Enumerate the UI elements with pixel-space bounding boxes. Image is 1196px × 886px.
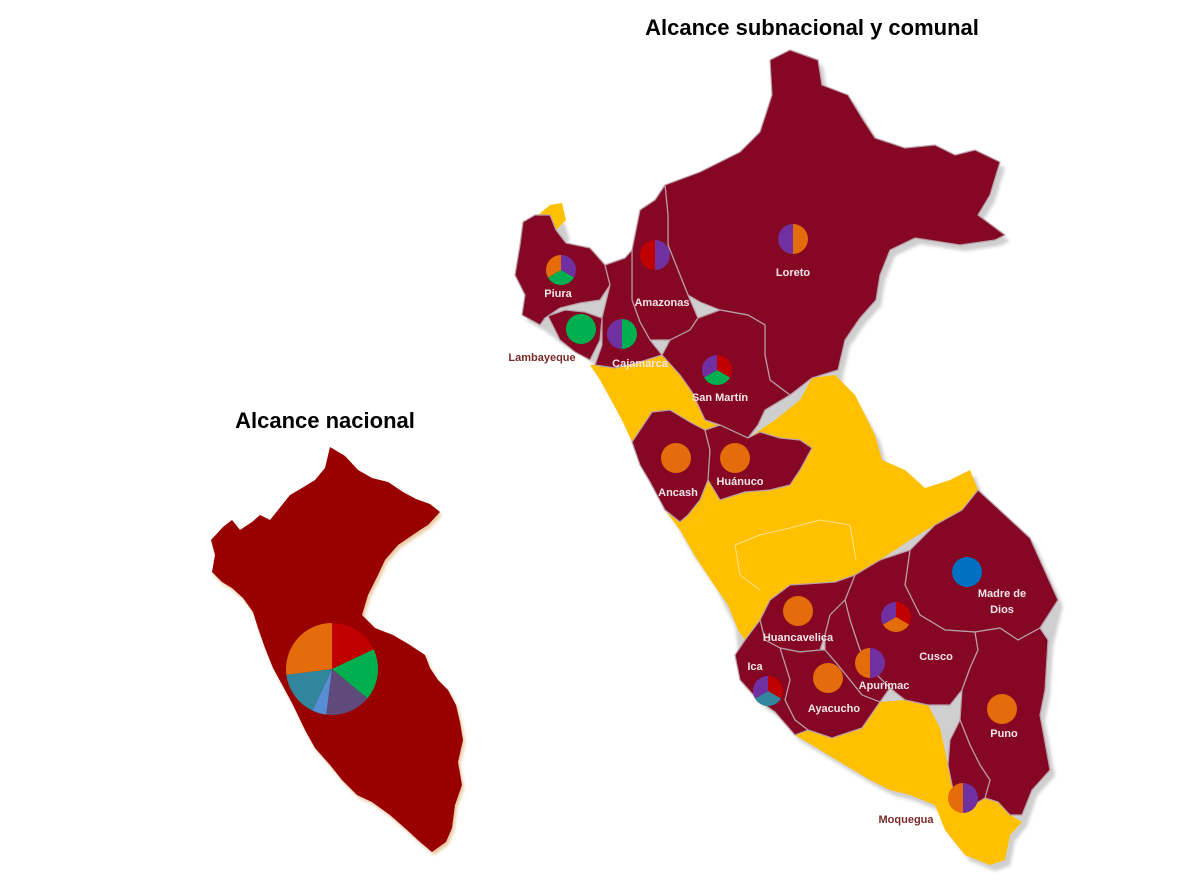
pie-apurimac-slice-2 (855, 648, 870, 678)
highlight-internal-border-1 (734, 519, 857, 561)
label-ica: Ica (747, 661, 763, 673)
label-san-martin: San Martín (692, 392, 749, 404)
pie-piura (546, 255, 576, 285)
pie-cusco (881, 602, 911, 632)
pie-loreto-slice-2 (778, 224, 793, 254)
national-map (211, 447, 465, 855)
pie-ayacucho-slice-1 (813, 663, 843, 693)
pie-huancavelica-slice-1 (783, 596, 813, 626)
pie-moquegua-slice-1 (963, 783, 978, 813)
pie-ica-slice-3 (753, 676, 768, 699)
pie-apurimac (855, 648, 885, 678)
label-moquegua: Moquegua (879, 814, 935, 826)
pie-huanuco (720, 443, 750, 473)
national-pie-slice-1 (332, 623, 374, 669)
pie-ica-slice-1 (768, 676, 783, 699)
pie-piura-slice-1 (561, 255, 576, 278)
pie-loreto (778, 224, 808, 254)
national-pie-slice-3 (326, 669, 368, 715)
national-pie-chart (286, 623, 378, 715)
label-puno: Puno (990, 728, 1018, 740)
subnational-title: Alcance subnacional y comunal (645, 15, 979, 40)
label-madre-de-dios-line-2: Dios (990, 604, 1014, 616)
pie-loreto-slice-1 (793, 224, 808, 254)
pie-amazonas-slice-2 (640, 240, 655, 270)
pie-san-martin-slice-1 (717, 355, 732, 378)
pie-puno (987, 694, 1017, 724)
pie-huanuco-slice-1 (720, 443, 750, 473)
pie-puno-slice-1 (987, 694, 1017, 724)
pie-moquegua (948, 783, 978, 813)
pie-madre-de-dios (952, 557, 982, 587)
pie-cusco-slice-1 (896, 602, 911, 625)
label-apurimac: Apurímac (859, 680, 910, 692)
label-ayacucho: Ayacucho (808, 703, 860, 715)
label-cajamarca: Cajamarca (612, 358, 669, 370)
label-ancash: Ancash (658, 487, 698, 499)
pie-lambayeque-slice-1 (566, 314, 596, 344)
pie-ancash (661, 443, 691, 473)
pie-apurimac-slice-1 (870, 648, 885, 678)
label-loreto: Loreto (776, 267, 811, 279)
pie-san-martin-slice-3 (702, 355, 717, 378)
highlight-internal-border-2 (734, 544, 761, 591)
label-lambayeque: Lambayeque (508, 352, 575, 364)
pie-cajamarca-slice-2 (607, 319, 622, 349)
pie-madre-de-dios-slice-1 (952, 557, 982, 587)
pie-amazonas-slice-1 (655, 240, 670, 270)
national-title: Alcance nacional (235, 408, 415, 433)
pie-moquegua-slice-2 (948, 783, 963, 813)
pie-san-martin (702, 355, 732, 385)
label-amazonas: Amazonas (634, 297, 689, 309)
pie-ica (753, 676, 783, 706)
label-madre-de-dios-line-1: Madre de (978, 588, 1026, 600)
region-labels: Piura Lambayeque Cajamarca Amazonas Loreto Sa… (508, 267, 1026, 826)
pie-ayacucho (813, 663, 843, 693)
pie-huancavelica (783, 596, 813, 626)
pie-piura-slice-3 (546, 255, 561, 278)
pie-lambayeque (566, 314, 596, 344)
highlight-area-south (795, 700, 1022, 865)
national-pie-slice-4 (312, 669, 332, 715)
pie-cajamarca-slice-1 (622, 319, 637, 349)
national-pie-slice-5 (286, 669, 332, 711)
national-pie-slice-2 (332, 649, 378, 699)
label-cusco: Cusco (919, 651, 953, 663)
label-piura: Piura (544, 288, 572, 300)
national-pie-slice-6 (286, 623, 332, 675)
pie-amazonas (640, 240, 670, 270)
region-pie-charts (546, 224, 1017, 813)
subnational-map: Piura Lambayeque Cajamarca Amazonas Loreto Sa… (508, 49, 1063, 871)
pie-cajamarca (607, 319, 637, 349)
label-huanuco: Huánuco (716, 476, 763, 488)
pie-ancash-slice-1 (661, 443, 691, 473)
label-huancavelica: Huancavelica (763, 632, 834, 644)
pie-cusco-slice-3 (881, 602, 896, 625)
